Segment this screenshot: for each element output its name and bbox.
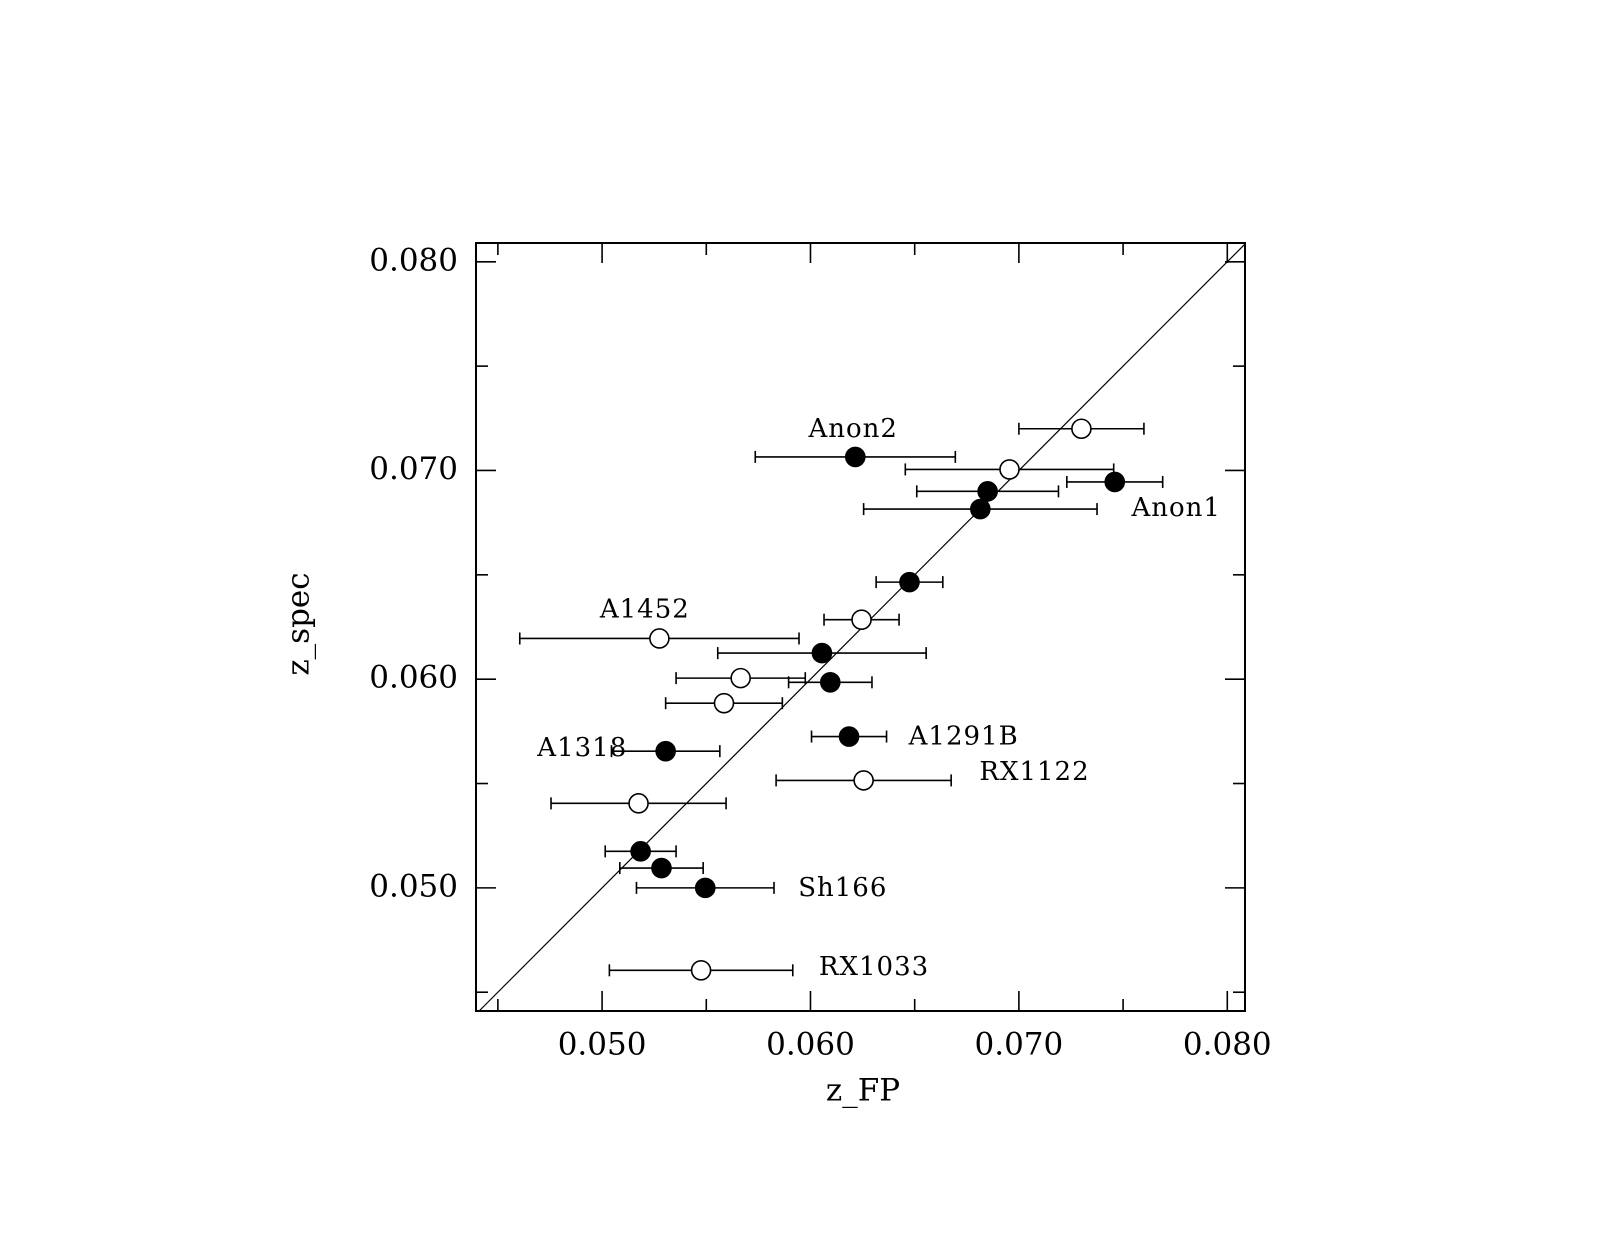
data-point <box>819 672 841 693</box>
x-axis-label: z_FP <box>826 1073 900 1109</box>
annotation: Anon1 <box>1130 493 1220 523</box>
data-point <box>899 571 920 593</box>
data-point <box>853 770 874 791</box>
annotation: A1452 <box>599 594 690 624</box>
data-point <box>730 667 751 689</box>
data-point <box>628 793 649 814</box>
data-point <box>838 726 860 747</box>
data-point <box>630 841 651 862</box>
data-point <box>1104 471 1126 493</box>
y-axis-label: z_spec <box>281 572 317 675</box>
y-tick-label: 0.060 <box>369 660 458 696</box>
x-tick-label: 0.080 <box>1183 1027 1272 1063</box>
data-point <box>713 692 735 714</box>
data-point <box>811 642 833 664</box>
x-tick-label: 0.070 <box>975 1027 1064 1063</box>
y-tick-label: 0.080 <box>369 242 458 278</box>
data-point <box>999 459 1020 480</box>
annotation: Anon2 <box>807 414 897 444</box>
annotation: Sh166 <box>798 873 887 903</box>
y-tick-label: 0.070 <box>369 451 458 487</box>
data-point <box>970 498 991 520</box>
y-tick-label: 0.050 <box>369 868 458 904</box>
data-point <box>694 877 716 899</box>
annotation: A1318 <box>536 733 627 763</box>
annotation: RX1122 <box>979 757 1089 787</box>
annotation: RX1033 <box>819 952 929 982</box>
plot-frame <box>475 242 1246 1012</box>
data-point <box>649 628 670 649</box>
data-point <box>690 960 712 981</box>
data-point <box>851 609 872 630</box>
data-point <box>655 740 676 762</box>
x-tick-label: 0.060 <box>766 1027 855 1063</box>
annotation: A1291B <box>908 722 1019 752</box>
x-tick-label: 0.050 <box>558 1027 647 1063</box>
data-point <box>977 481 998 502</box>
data-point <box>1071 418 1092 440</box>
data-point <box>844 446 866 468</box>
data-point <box>651 857 672 879</box>
